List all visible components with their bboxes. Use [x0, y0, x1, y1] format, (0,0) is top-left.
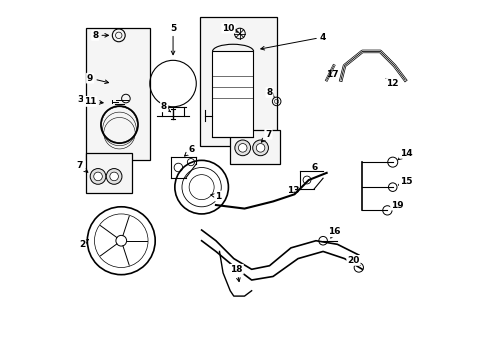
Text: 11: 11	[84, 97, 103, 106]
Text: 6: 6	[310, 163, 317, 172]
Circle shape	[238, 144, 246, 152]
Text: 8: 8	[266, 88, 274, 97]
Text: 14: 14	[397, 149, 411, 159]
Bar	[230, 130, 280, 164]
Text: 20: 20	[346, 256, 360, 266]
Text: 16: 16	[327, 227, 340, 238]
Text: 4: 4	[260, 33, 325, 50]
Text: 1: 1	[210, 192, 221, 201]
Circle shape	[106, 168, 122, 184]
Text: 2: 2	[79, 239, 88, 249]
Circle shape	[94, 172, 102, 181]
Text: 5: 5	[170, 24, 176, 55]
Text: 19: 19	[390, 201, 403, 210]
Text: 15: 15	[398, 177, 411, 186]
Circle shape	[110, 172, 118, 181]
Circle shape	[252, 140, 268, 156]
Bar	[212, 51, 253, 137]
Text: 10: 10	[222, 24, 238, 33]
Circle shape	[256, 144, 264, 152]
Bar	[200, 18, 276, 146]
Text: 7: 7	[261, 130, 271, 142]
Bar	[85, 28, 149, 160]
Text: 8: 8	[92, 31, 108, 40]
Text: 18: 18	[230, 265, 243, 282]
Circle shape	[234, 140, 250, 156]
Text: 6: 6	[184, 145, 194, 156]
Text: 7: 7	[76, 161, 88, 172]
Text: 17: 17	[325, 70, 338, 79]
Text: 3: 3	[77, 95, 88, 104]
Text: 8: 8	[161, 102, 170, 112]
Circle shape	[90, 168, 106, 184]
Text: 9: 9	[87, 74, 108, 84]
Text: 13: 13	[286, 186, 299, 195]
Bar	[85, 153, 132, 193]
Text: 12: 12	[385, 78, 398, 88]
